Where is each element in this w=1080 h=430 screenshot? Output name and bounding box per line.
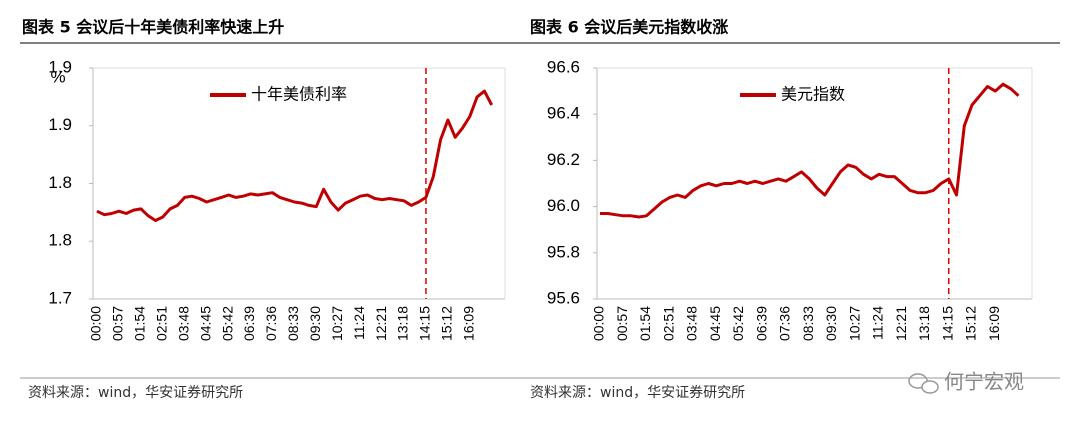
x-tick-label: 15:12 <box>439 306 455 341</box>
y-tick-label: 95.6 <box>547 288 580 307</box>
x-tick-label: 00:57 <box>110 306 126 341</box>
x-tick-label: 01:54 <box>132 306 148 341</box>
x-tick-label: 08:33 <box>285 306 301 341</box>
y-tick-label: 96.2 <box>547 150 580 169</box>
x-tick-label: 15:12 <box>963 306 979 341</box>
x-tick-label: 11:24 <box>351 306 367 340</box>
x-tick-label: 14:15 <box>417 306 433 341</box>
y-tick-label: 96.6 <box>547 57 580 76</box>
y-tick-label: 96.0 <box>547 196 580 215</box>
chart-title: 图表 6 会议后美元指数收涨 <box>530 18 728 37</box>
x-tick-label: 02:51 <box>153 306 169 341</box>
x-tick-label: 06:39 <box>241 306 257 341</box>
x-tick-label: 05:42 <box>730 306 746 341</box>
x-tick-label: 12:21 <box>373 306 389 341</box>
x-tick-label: 11:24 <box>870 306 886 340</box>
x-tick-label: 02:51 <box>660 306 676 341</box>
y-axis-label: % <box>50 67 65 86</box>
x-tick-label: 09:30 <box>823 306 839 341</box>
y-tick-label: 1.9 <box>48 115 72 134</box>
x-tick-label: 10:27 <box>846 306 862 341</box>
x-tick-label: 16:09 <box>461 306 477 341</box>
x-tick-label: 16:09 <box>986 306 1002 341</box>
x-tick-label: 01:54 <box>637 306 653 341</box>
x-tick-label: 03:48 <box>175 306 191 341</box>
source-note: 资料来源：wind，华安证券研究所 <box>530 385 745 401</box>
series-line <box>96 89 494 222</box>
x-tick-label: 10:27 <box>329 306 345 341</box>
watermark: 何宁宏观 <box>944 370 1024 394</box>
legend-label: 美元指数 <box>781 85 845 104</box>
x-tick-label: 08:33 <box>800 306 816 341</box>
x-tick-label: 13:18 <box>395 306 411 341</box>
y-tick-label: 1.9 <box>48 57 72 76</box>
y-tick-label: 1.7 <box>48 288 72 307</box>
watermark-icon <box>908 373 939 394</box>
y-tick-label: 96.4 <box>547 104 580 123</box>
legend-label: 十年美债利率 <box>251 85 347 104</box>
x-tick-label: 00:00 <box>591 306 607 341</box>
x-tick-label: 04:45 <box>707 306 723 341</box>
x-tick-label: 00:57 <box>614 306 630 341</box>
y-tick-label: 1.8 <box>48 173 72 192</box>
x-tick-label: 04:45 <box>197 306 213 341</box>
x-tick-label: 06:39 <box>753 306 769 341</box>
x-tick-label: 13:18 <box>916 306 932 341</box>
x-tick-label: 14:15 <box>939 306 955 341</box>
x-tick-label: 09:30 <box>307 306 323 341</box>
series-line <box>600 82 1020 219</box>
x-tick-label: 12:21 <box>893 306 909 341</box>
x-tick-label: 07:36 <box>263 306 279 341</box>
y-tick-label: 1.8 <box>48 231 72 250</box>
x-tick-label: 03:48 <box>684 306 700 341</box>
x-tick-label: 00:00 <box>88 306 104 341</box>
source-note: 资料来源：wind，华安证券研究所 <box>28 385 243 401</box>
x-tick-label: 05:42 <box>219 306 235 341</box>
x-tick-label: 07:36 <box>777 306 793 341</box>
y-tick-label: 95.8 <box>547 242 580 261</box>
chart-title: 图表 5 会议后十年美债利率快速上升 <box>22 18 284 37</box>
